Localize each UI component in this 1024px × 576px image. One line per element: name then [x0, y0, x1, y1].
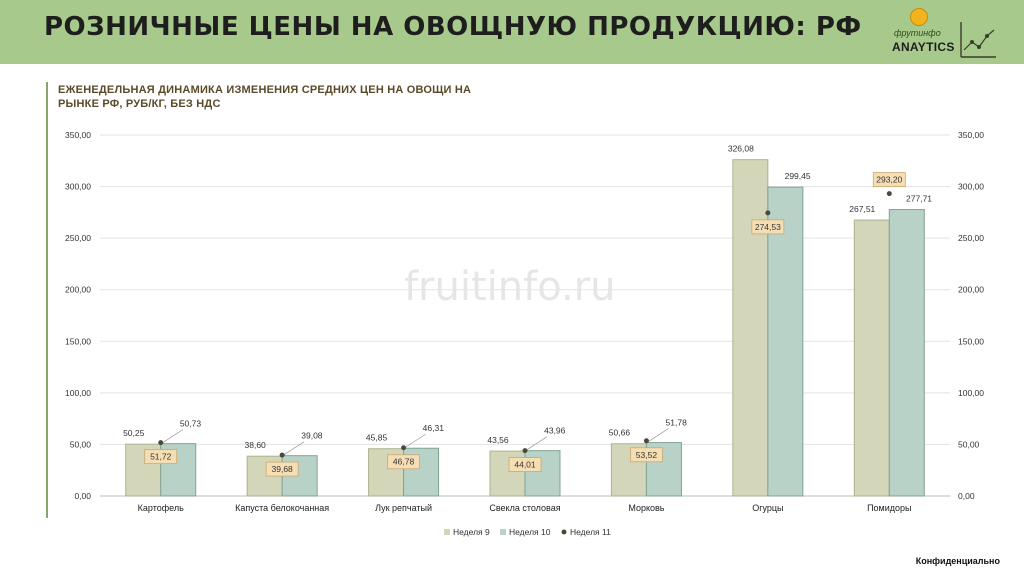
y-tick-label-left: 250,00 [65, 233, 91, 243]
marker-week11 [158, 440, 164, 446]
data-label-week11: 51,72 [150, 452, 172, 462]
data-label-week11: 46,78 [393, 457, 415, 467]
bar-week10 [888, 209, 925, 497]
legend-swatch-0 [444, 529, 450, 535]
y-tick-label-right: 150,00 [958, 336, 984, 346]
legend-label: Неделя 11 [570, 527, 611, 537]
label-box-week11 [508, 457, 542, 473]
y-tick-label-right: 200,00 [958, 285, 984, 295]
marker-week11 [765, 210, 771, 216]
leader-line [405, 433, 426, 448]
accent-divider [46, 82, 48, 518]
y-tick-label-left: 150,00 [65, 336, 91, 346]
data-label-week11: 274,53 [755, 222, 781, 232]
bar-week9 [853, 219, 890, 497]
y-tick-label-right: 100,00 [958, 388, 984, 398]
header-bar: РОЗНИЧНЫЕ ЦЕНЫ НА ОВОЩНУЮ ПРОДУКЦИЮ: РФ … [0, 0, 1024, 64]
y-tick-label-right: 0,00 [958, 491, 975, 501]
label-box-week11 [144, 449, 178, 465]
data-label-week9: 43,56 [487, 435, 509, 445]
data-label-week10: 39,08 [301, 431, 323, 441]
y-tick-label-left: 50,00 [70, 439, 92, 449]
label-box-week11 [265, 461, 299, 477]
chart-title: ЕЖЕНЕДЕЛЬНАЯ ДИНАМИКА ИЗМЕНЕНИЯ СРЕДНИХ … [58, 84, 472, 110]
data-label-week9: 267,51 [849, 204, 875, 214]
company-logo: фрутинфо ANAYTICS [892, 6, 1014, 62]
y-tick-label-left: 0,00 [74, 491, 91, 501]
y-tick-label-right: 50,00 [958, 439, 980, 449]
bar-week10 [767, 186, 804, 497]
data-label-week10: 51,78 [666, 418, 688, 428]
bar-week9 [732, 159, 769, 497]
legend-label: Неделя 9 [453, 527, 490, 537]
y-tick-label-left: 200,00 [65, 285, 91, 295]
legend-marker-2 [561, 529, 567, 535]
data-label-week10: 277,71 [906, 194, 932, 204]
data-label-week10: 299,45 [785, 171, 811, 181]
data-label-week11: 53,52 [636, 450, 658, 460]
y-tick-label-left: 100,00 [65, 388, 91, 398]
data-label-week9: 326,08 [728, 144, 754, 154]
watermark: fruitinfo.ru [404, 264, 616, 310]
logo-chart-icon [960, 22, 996, 58]
data-label-week9: 50,66 [609, 428, 631, 438]
marker-week11 [279, 452, 285, 458]
x-category-label: Свекла столовая [489, 503, 560, 513]
data-label-week11: 39,68 [272, 464, 294, 474]
label-box-week11 [751, 219, 785, 235]
logo-sun-icon [910, 8, 928, 26]
leader-line [526, 436, 548, 450]
x-category-label: Лук репчатый [375, 503, 432, 513]
data-label-week11: 44,01 [514, 460, 536, 470]
data-label-week10: 43,96 [544, 426, 566, 436]
x-category-label: Морковь [628, 503, 664, 513]
label-box-week11 [872, 172, 906, 187]
legend-swatch-1 [500, 529, 506, 535]
data-label-week11: 293,20 [876, 175, 902, 185]
data-label-week10: 46,31 [423, 423, 445, 433]
legend-label: Неделя 10 [509, 527, 551, 537]
marker-week11 [643, 438, 649, 444]
x-category-label: Картофель [138, 503, 184, 513]
logo-brand-text: фрутинфо [894, 28, 941, 38]
leader-line [162, 429, 183, 443]
x-category-label: Помидоры [867, 503, 911, 513]
leader-line [283, 441, 305, 455]
page-title: РОЗНИЧНЫЕ ЦЕНЫ НА ОВОЩНУЮ ПРОДУКЦИЮ: РФ [44, 12, 862, 42]
y-tick-label-left: 300,00 [65, 182, 91, 192]
confidential-label: Конфиденциально [915, 556, 1000, 566]
y-tick-label-right: 250,00 [958, 233, 984, 243]
data-label-week9: 45,85 [366, 433, 388, 443]
label-box-week11 [630, 447, 663, 463]
label-box-week11 [387, 454, 420, 470]
marker-week11 [886, 191, 892, 197]
marker-week11 [401, 445, 407, 451]
data-label-week9: 38,60 [245, 440, 267, 450]
y-tick-label-right: 350,00 [958, 130, 984, 140]
y-tick-label-right: 300,00 [958, 182, 984, 192]
data-label-week9: 50,25 [123, 428, 145, 438]
logo-analytics-text: ANAYTICS [892, 40, 955, 54]
data-label-week10: 50,73 [180, 419, 202, 429]
marker-week11 [522, 448, 528, 454]
leader-line [648, 428, 669, 442]
y-tick-label-left: 350,00 [65, 130, 91, 140]
x-category-label: Огурцы [752, 503, 783, 513]
x-category-label: Капуста белокочанная [235, 503, 329, 513]
